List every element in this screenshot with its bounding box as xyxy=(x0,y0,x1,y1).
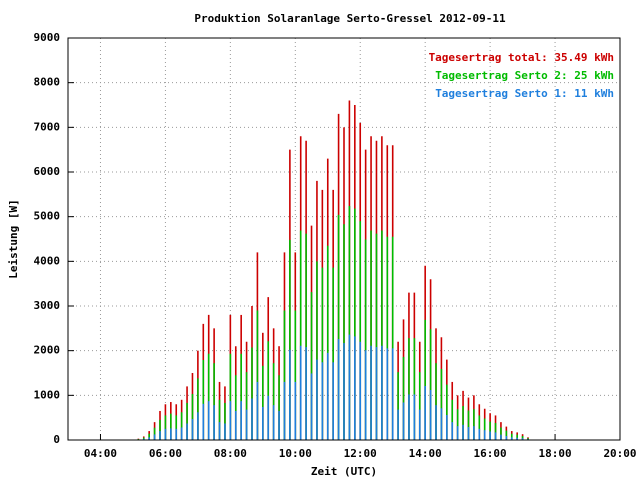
y-axis-label: Leistung [W] xyxy=(7,199,20,278)
x-tick-label: 06:00 xyxy=(149,447,182,460)
x-tick-label: 12:00 xyxy=(344,447,377,460)
plot-frame xyxy=(67,37,621,441)
y-tick-label: 6000 xyxy=(34,165,61,178)
legend-entry: Tagesertrag total: 35.49 kWh xyxy=(429,51,614,64)
legend-entry: Tagesertrag Serto 2: 25 kWh xyxy=(435,69,614,82)
y-tick-label: 7000 xyxy=(34,120,61,133)
y-tick-label: 4000 xyxy=(34,254,61,267)
y-tick-label: 5000 xyxy=(34,210,61,223)
x-tick-label: 10:00 xyxy=(279,447,312,460)
x-tick-label: 18:00 xyxy=(538,447,571,460)
legend-entry: Tagesertrag Serto 1: 11 kWh xyxy=(435,87,614,100)
x-tick-label: 20:00 xyxy=(603,447,636,460)
y-tick-label: 9000 xyxy=(34,31,61,44)
y-tick-label: 0 xyxy=(53,433,60,446)
y-tick-label: 2000 xyxy=(34,344,61,357)
y-tick-label: 3000 xyxy=(34,299,61,312)
x-axis-label: Zeit (UTC) xyxy=(311,465,377,478)
y-tick-label: 8000 xyxy=(34,76,61,89)
x-tick-label: 14:00 xyxy=(409,447,442,460)
x-tick-label: 08:00 xyxy=(214,447,247,460)
y-tick-label: 1000 xyxy=(34,388,61,401)
chart-title: Produktion Solaranlage Serto-Gressel 201… xyxy=(194,12,506,25)
x-tick-label: 04:00 xyxy=(84,447,117,460)
x-tick-label: 16:00 xyxy=(474,447,507,460)
